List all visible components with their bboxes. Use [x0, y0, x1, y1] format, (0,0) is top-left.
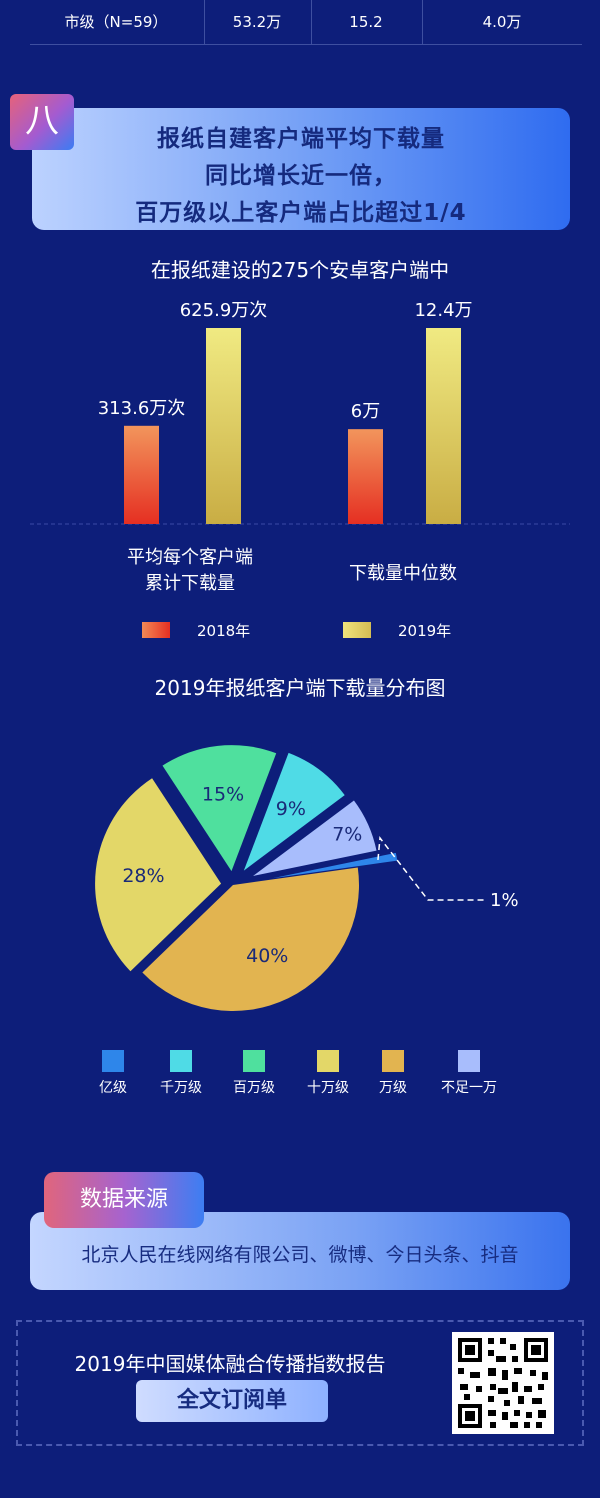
pie-slice-千万级: [243, 752, 345, 871]
bar-0-1: [206, 328, 241, 524]
pie-slice-label: 7%: [332, 824, 362, 846]
pie-legend-label: 亿级: [99, 1080, 127, 1096]
bar-0-0: [124, 425, 159, 524]
pie-leader-line: [377, 836, 486, 901]
pie-slice-label: 40%: [246, 945, 288, 967]
section-title-line-1: 报纸自建客户端平均下载量: [157, 126, 445, 152]
row-value-3: 4.0万: [482, 13, 522, 31]
pie-legend-swatch: [317, 1050, 339, 1072]
pie-slice-label: 28%: [122, 865, 164, 887]
data-source-text: 北京人民在线网络有限公司、微博、今日头条、抖音: [81, 1244, 519, 1266]
table-row: 市级（N=59） 53.2万 15.2 4.0万: [0, 0, 600, 45]
divider: [204, 0, 205, 44]
pie-legend-label: 十万级: [307, 1080, 349, 1096]
pie-legend-label: 万级: [379, 1080, 407, 1096]
bar-value-label: 625.9万次: [180, 300, 268, 321]
bar-1-0: [348, 429, 383, 524]
qr-code-icon: [452, 1332, 554, 1434]
row-value-2: 15.2: [349, 13, 383, 31]
pie-chart-title: 2019年报纸客户端下载量分布图: [154, 676, 446, 700]
pie-slice-label: 1%: [490, 890, 519, 911]
category-label: 平均每个客户端 累计下载量: [95, 545, 285, 597]
divider: [311, 0, 312, 44]
pie-legend-label: 百万级: [233, 1080, 275, 1096]
bar-value-label: 313.6万次: [98, 398, 186, 419]
pie-slice-万级: [142, 867, 359, 1012]
category-label-line: 累计下载量: [145, 573, 235, 594]
section-title-line-2: 同比增长近一倍，: [205, 163, 397, 189]
pie-slice-不足一万: [253, 800, 377, 876]
bar-1-1: [426, 328, 461, 524]
pie-slice-亿级: [272, 852, 398, 879]
legend-swatch-2018: [142, 622, 170, 638]
section-title-line-3: 百万级以上客户端占比超过1/4: [135, 200, 467, 226]
pie-legend-swatch: [243, 1050, 265, 1072]
pie-legend-swatch: [458, 1050, 480, 1072]
pie-legend-label: 不足一万: [441, 1080, 497, 1096]
pie-slice-十万级: [95, 778, 222, 972]
row-label: 市级（N=59）: [64, 13, 168, 31]
bar-chart-title: 在报纸建设的275个安卓客户端中: [150, 258, 450, 282]
row-bottom-border: [30, 44, 582, 45]
legend-label-2019: 2019年: [398, 622, 452, 640]
report-title: 2019年中国媒体融合传播指数报告: [74, 1352, 386, 1376]
pie-slice-label: 15%: [202, 783, 244, 805]
bar-value-label: 12.4万: [414, 300, 472, 321]
legend-swatch-2019: [343, 622, 371, 638]
pie-legend-swatch: [102, 1050, 124, 1072]
order-form-button[interactable]: 全文订阅单: [136, 1380, 328, 1422]
pie-slice-label: 9%: [276, 798, 306, 820]
row-value-1: 53.2万: [232, 13, 282, 31]
bar-value-label: 6万: [351, 401, 380, 422]
data-source-badge: 数据来源: [44, 1172, 204, 1228]
pie-legend-label: 千万级: [160, 1080, 202, 1096]
section-number-badge: 八: [10, 94, 74, 150]
section-header-box: [32, 108, 570, 230]
category-label-line: 平均每个客户端: [127, 547, 253, 568]
divider: [422, 0, 423, 44]
qr-code-graphic: [458, 1338, 548, 1428]
category-label: 下载量中位数: [349, 563, 457, 584]
pie-slice-百万级: [162, 745, 277, 872]
pie-legend-swatch: [382, 1050, 404, 1072]
footer-frame: [16, 1320, 584, 1446]
pie-legend-swatch: [170, 1050, 192, 1072]
legend-label-2018: 2018年: [197, 622, 251, 640]
